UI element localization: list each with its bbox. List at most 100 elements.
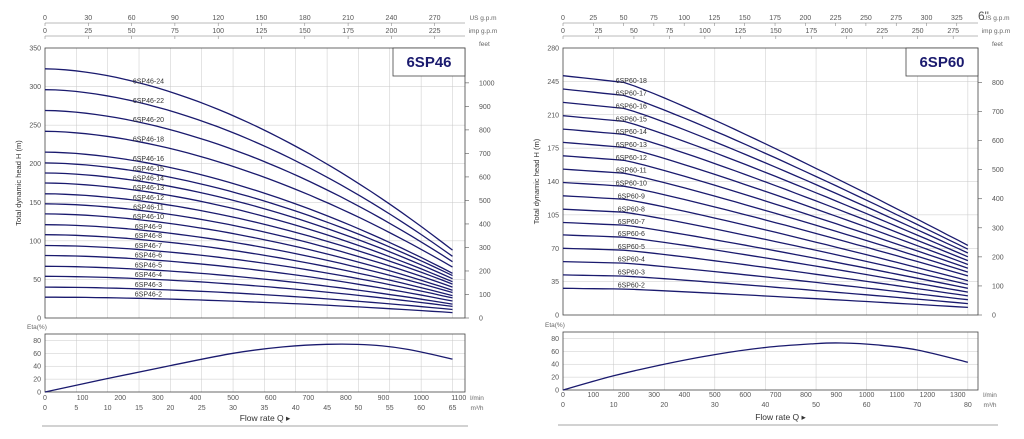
top-us-tick-label: 90 [171,15,179,22]
curve-label: 6SP46-8 [135,233,162,240]
head-curve-6sp46-24 [44,68,453,251]
head-curve-6sp46-5 [44,265,453,305]
top-us-tick-label: 60 [128,15,136,22]
m3h-tick-label: 50 [355,405,363,412]
y-tick-label: 0 [555,313,559,320]
m3h-tick-label: 25 [198,405,206,412]
m3h-tick-label: 30 [229,405,237,412]
curve-label: 6SP46-15 [133,166,164,173]
feet-tick-label: 400 [479,221,491,228]
feet-tick-label: 700 [479,151,491,158]
lmin-tick-label: 200 [618,392,630,399]
head-curve-6sp60-4 [562,260,968,301]
head-curve-6sp60-8 [562,208,969,286]
chart-6sp60: 0 25 50 75 100 125 150 175 200 225 250 275 300 325 US … [532,15,1010,426]
top-imp-tick-label: 25 [595,28,603,35]
feet-tick-label: 500 [992,167,1004,174]
m3h-unit-label: m³/h [471,405,484,412]
m3h-tick-label: 30 [711,402,719,409]
y-tick-label: 210 [547,112,559,119]
top-imp-tick-label: 250 [912,28,924,35]
curve-label: 6SP46-22 [133,98,164,105]
m3h-tick-label: 5 [74,405,78,412]
lmin-tick-label: 700 [770,392,782,399]
y-tick-label: 280 [547,46,559,53]
curve-label: 6SP46-7 [135,243,162,250]
top-us-tick-label: 200 [799,15,811,22]
m3h-tick-label: 0 [561,402,565,409]
head-curve-6sp46-3 [44,286,453,311]
top-imp-tick-label: 225 [429,28,441,35]
curve-label: 6SP60-7 [618,219,645,226]
head-curve-6sp60-18 [562,75,969,246]
head-curve-6sp46-16 [44,151,453,274]
head-curve-6sp60-13 [562,141,969,266]
top-us-tick-label: 150 [739,15,751,22]
y-tick-label: 100 [29,238,41,245]
m3h-tick-label: 50 [812,402,820,409]
m3h-tick-label: 60 [417,405,425,412]
lmin-tick-label: 1200 [920,392,936,399]
feet-tick-label: 800 [992,80,1004,87]
curve-label: 6SP60-15 [616,116,647,123]
m3h-tick-label: 10 [104,405,112,412]
top-us-tick-label: 270 [429,15,441,22]
top-imp-tick-label: 200 [841,28,853,35]
top-us-tick-label: 225 [830,15,842,22]
feet-tick-label: 600 [992,138,1004,145]
curve-label: 6SP46-2 [135,292,162,299]
lmin-unit-label: l/min [470,395,484,402]
lmin-tick-label: 500 [227,395,239,402]
curve-label: 6SP46-12 [133,195,164,202]
m3h-tick-label: 70 [913,402,921,409]
y-tick-label: 175 [547,146,559,153]
lmin-unit-label: l/min [983,392,997,399]
top-us-tick-label: 180 [299,15,311,22]
curve-label: 6SP46-14 [133,176,164,183]
curve-label: 6SP46-18 [133,137,164,144]
head-curve-6sp60-7 [562,221,969,289]
top-imp-tick-label: 0 [561,28,565,35]
lmin-tick-label: 300 [152,395,164,402]
top-us-tick-label: 325 [951,15,963,22]
head-curve-6sp60-17 [562,88,969,250]
curve-label: 6SP60-10 [616,181,647,188]
top-us-tick-label: 0 [561,15,565,22]
feet-tick-label: 0 [992,313,996,320]
m3h-tick-label: 80 [964,402,972,409]
head-curve-6sp60-9 [562,195,969,282]
curve-label: 6SP46-13 [133,185,164,192]
curve-label: 6SP46-9 [135,224,162,231]
top-imp-tick-label: 175 [805,28,817,35]
feet-tick-label: 0 [479,316,483,323]
curve-label: 6SP60-17 [616,91,647,98]
flow-rate-title: Flow rate Q ▸ [755,412,806,422]
curve-label: 6SP60-4 [618,257,645,264]
eta-tick-label: 40 [33,364,41,371]
head-curve-6sp46-6 [44,254,453,302]
curve-label: 6SP60-5 [618,244,645,251]
top-us-tick-label: 275 [890,15,902,22]
curve-label: 6SP60-18 [616,78,647,85]
eta-tick-label: 80 [551,336,559,343]
top-imp-tick-label: 100 [212,28,224,35]
head-curve-6sp46-9 [44,224,453,294]
eta-tick-label: 60 [33,351,41,358]
feet-tick-label: 600 [479,174,491,181]
m3h-tick-label: 15 [135,405,143,412]
eta-curve [44,343,453,393]
curve-label: 6SP46-4 [135,272,162,279]
lmin-tick-label: 200 [114,395,126,402]
top-imp-tick-label: 150 [770,28,782,35]
curve-label: 6SP60-12 [616,155,647,162]
head-plot-frame [562,47,979,316]
top-us-tick-label: 125 [709,15,721,22]
m3h-tick-label: 20 [660,402,668,409]
lmin-tick-label: 600 [265,395,277,402]
head-curve-6sp46-10 [44,213,453,291]
head-curve-6sp60-16 [562,101,969,254]
eta-tick-label: 80 [33,338,41,345]
lmin-tick-label: 900 [378,395,390,402]
top-imp-tick-label: 125 [735,28,747,35]
m3h-tick-label: 0 [43,405,47,412]
